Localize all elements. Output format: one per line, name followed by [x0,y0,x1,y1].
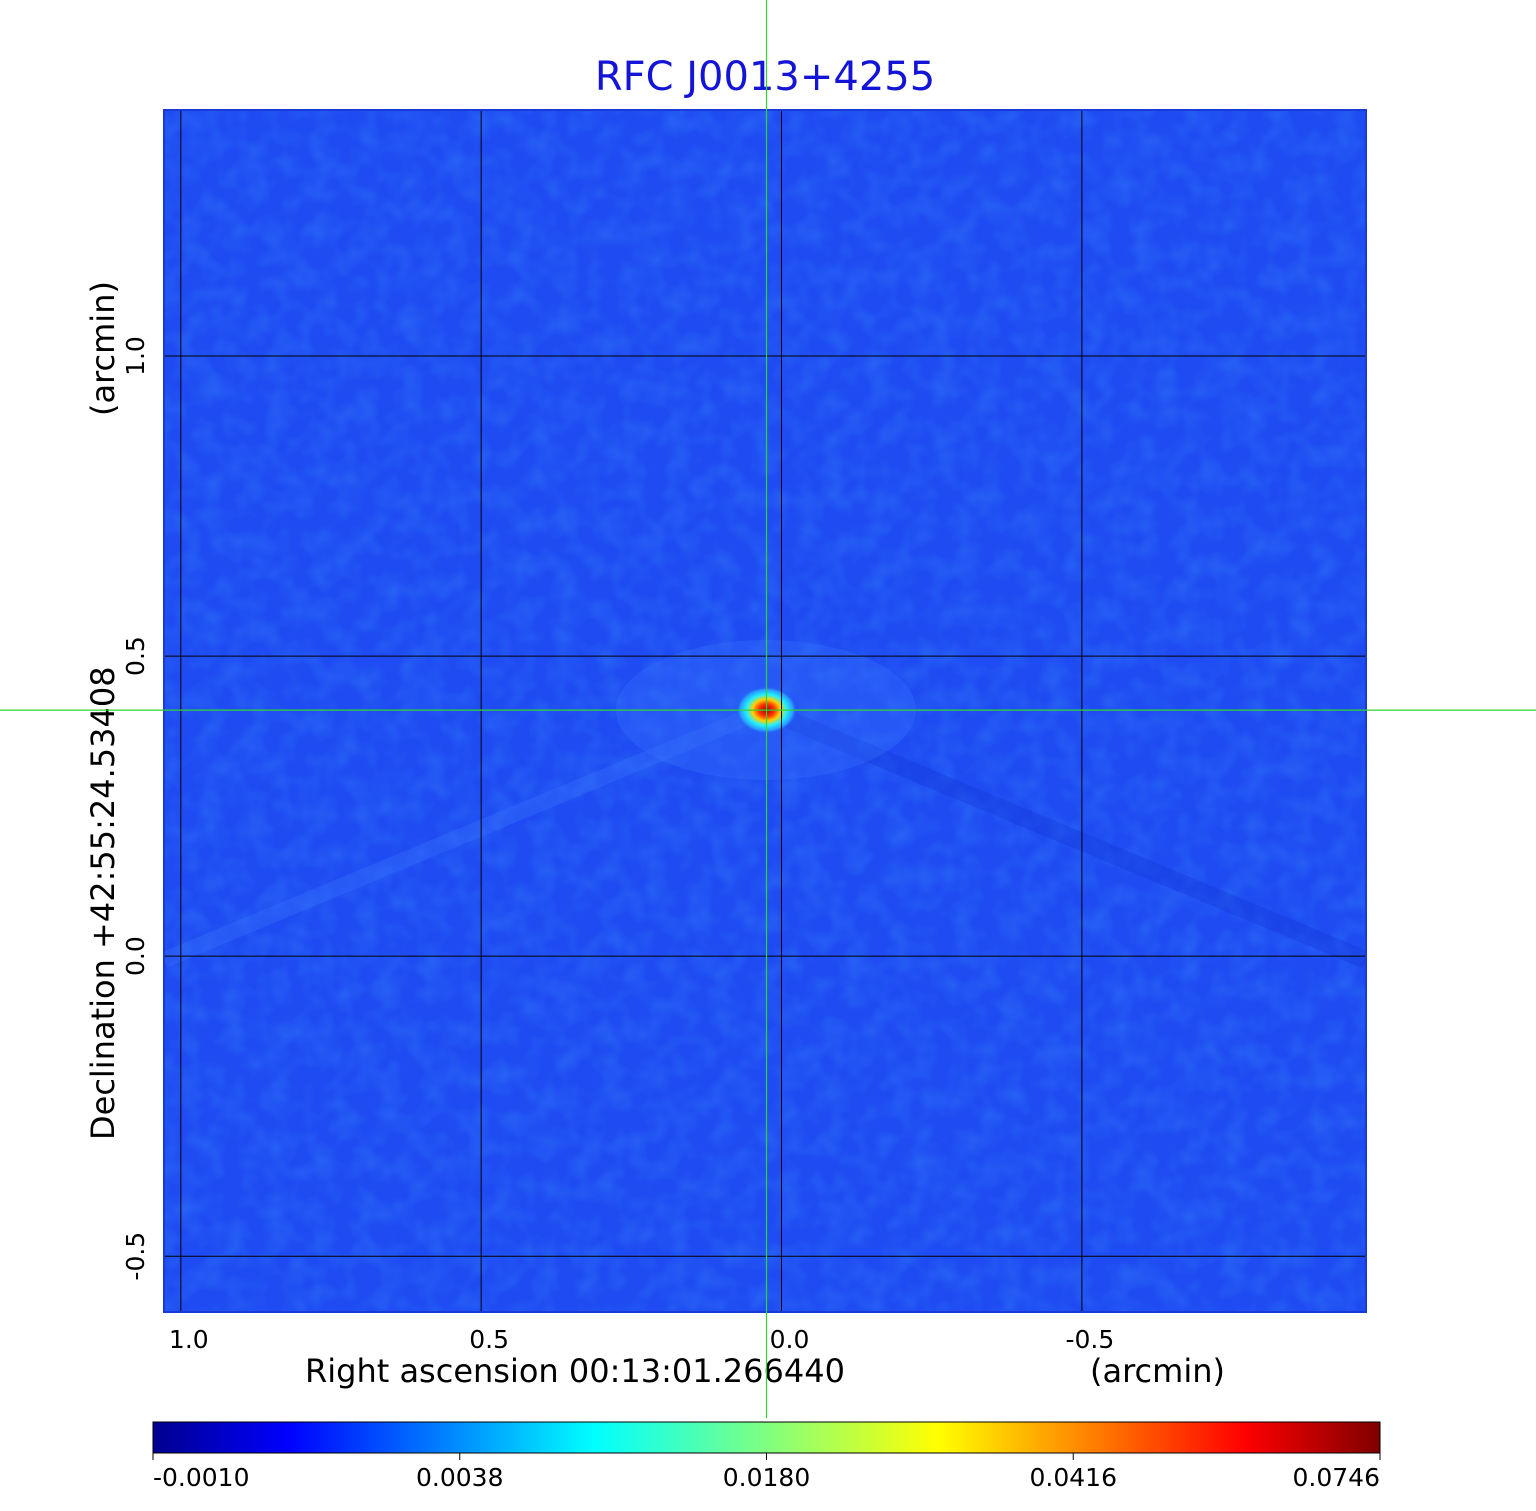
x-tick-label: 1.0 [169,1325,209,1354]
y-axis-unit: (arcmin) [84,281,122,416]
y-axis-label: Declination +42:55:24.53408 [84,666,122,1140]
x-tick-labels: 1.0 0.5 0.0 -0.5 [169,1325,1114,1354]
sidelobe-streak [766,703,1366,969]
x-tick-label: 0.5 [469,1325,509,1354]
plot-frame [163,109,1367,1313]
y-tick-label: -0.5 [121,1232,150,1281]
colorbar-label: -0.0010 [153,1463,250,1492]
y-tick-label: 1.0 [121,336,150,376]
colorbar-label: 0.0416 [1030,1463,1117,1492]
colorbar-label: 0.0038 [416,1463,503,1492]
grid-lines [164,110,1366,1312]
y-tick-label: 0.5 [121,636,150,676]
y-tick-label: 0.0 [121,936,150,976]
colorbar-label: 0.0746 [1293,1463,1380,1492]
sidelobe-streak [164,704,764,968]
colorbar-label: 0.0180 [723,1463,810,1492]
x-axis-unit: (arcmin) [1090,1352,1225,1390]
chart-title: RFC J0013+4255 [595,54,935,100]
crosshair [0,0,1536,1418]
x-tick-label: 0.0 [770,1325,810,1354]
colorbar-labels: -0.0010 0.0038 0.0180 0.0416 0.0746 [152,1453,1381,1492]
plot-area [164,110,1366,1312]
x-axis-label: Right ascension 00:13:01.266440 [305,1352,845,1390]
x-tick-label: -0.5 [1065,1325,1114,1354]
colorbar [152,1421,1381,1454]
y-tick-labels: 1.0 0.5 0.0 -0.5 [121,336,150,1280]
